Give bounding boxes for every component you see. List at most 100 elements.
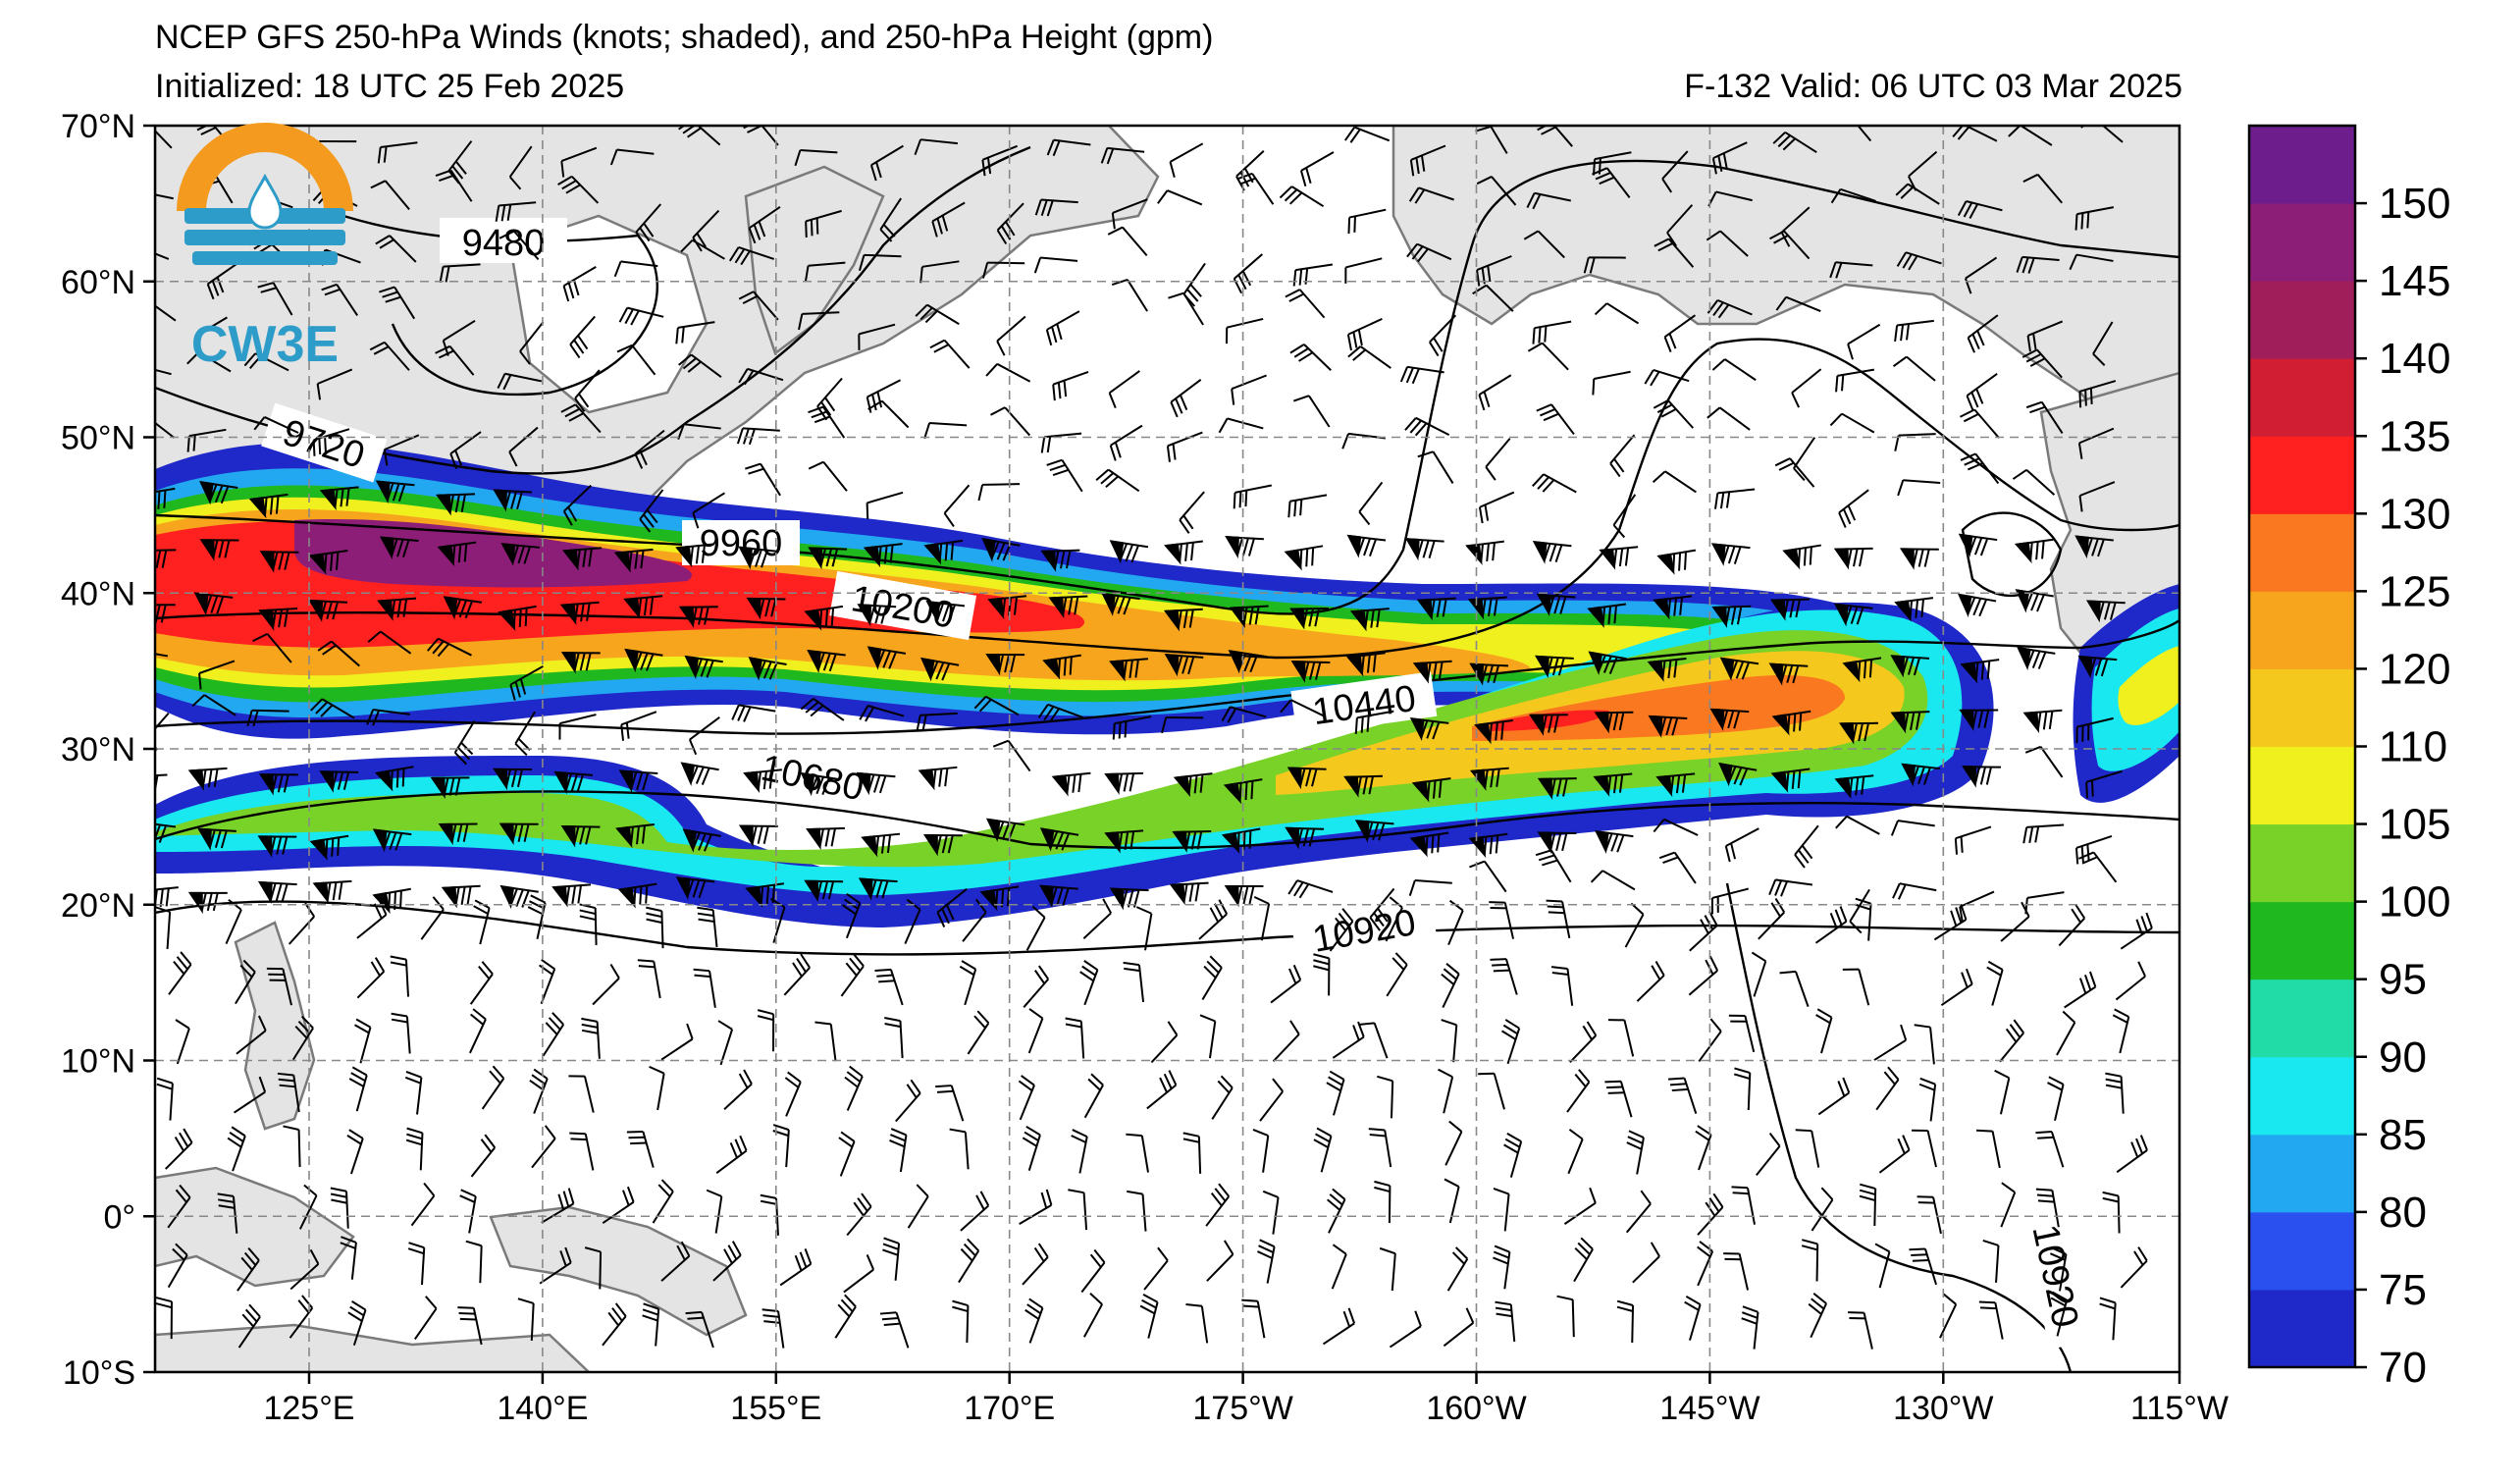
barb-feather (405, 1139, 423, 1146)
barb-flag (1768, 662, 1784, 686)
barb-feather (616, 344, 633, 353)
wind-barb (1833, 603, 1873, 627)
barb-feather (706, 1189, 722, 1197)
barb-staff (655, 1308, 660, 1347)
barb-staff (1898, 433, 1936, 437)
barb-feather (828, 654, 837, 672)
barb-feather (1980, 662, 1985, 680)
barb-feather (1302, 662, 1310, 680)
wind-barb (916, 712, 958, 732)
wind-barb (495, 201, 537, 222)
barb-feather (1233, 492, 1236, 509)
wind-barb (985, 654, 1025, 676)
barb-staff (599, 1251, 603, 1290)
wind-barb (2022, 709, 2063, 733)
wind-barb (1537, 831, 1577, 854)
barb-feather (639, 886, 643, 905)
barb-staff (1999, 1032, 2024, 1063)
barb-staff (879, 197, 902, 231)
wind-barb (2077, 851, 2118, 883)
wind-barb (1485, 438, 1511, 481)
wind-barb (167, 1184, 191, 1229)
barb-feather (1004, 654, 1011, 673)
wind-barb (1526, 191, 1571, 210)
barb-feather (1448, 1120, 1463, 1133)
barb-feather (492, 1065, 505, 1080)
barb-staff (712, 1254, 742, 1282)
barb-staff (1899, 882, 1937, 892)
wind-barb (1731, 1186, 1757, 1225)
barb-staff (779, 1262, 812, 1287)
colorbar-label: 100 (2379, 878, 2450, 927)
barb-feather (643, 222, 655, 238)
barb-feather (1896, 251, 1908, 267)
barb-feather (351, 1066, 368, 1077)
barb-staff (1141, 1193, 1147, 1232)
barb-staff (297, 1130, 301, 1168)
barb-feather (1405, 367, 1414, 384)
barb-feather (1910, 712, 1916, 731)
barb-feather (1293, 500, 1297, 517)
barb-feather (445, 266, 450, 283)
barb-feather (1442, 599, 1447, 617)
barb-feather (297, 1299, 310, 1314)
barb-feather (840, 1298, 854, 1313)
barb-staff (1385, 907, 1403, 942)
barb-feather (1159, 1077, 1168, 1093)
wind-barb (1107, 226, 1148, 257)
barb-feather (1377, 907, 1389, 923)
wind-barb (1386, 952, 1408, 997)
barb-staff (616, 148, 655, 155)
barb-feather (1028, 1008, 1044, 1020)
barb-feather (1363, 538, 1372, 556)
wind-barb (874, 968, 904, 1006)
barb-staff (1791, 368, 1822, 394)
barb-feather (1683, 552, 1688, 570)
barb-feather (2037, 1136, 2054, 1139)
wind-barb (1838, 489, 1869, 528)
barb-staff (336, 284, 358, 317)
wind-barb (1532, 320, 1572, 344)
barb-flag (738, 546, 754, 570)
barb-staff (1873, 1189, 1877, 1227)
barb-feather (2112, 1014, 2128, 1024)
barb-flag (1588, 651, 1603, 675)
wind-barb (437, 541, 477, 567)
wind-barb (779, 1248, 813, 1287)
barb-staff (2036, 348, 2063, 379)
barb-flag (1042, 658, 1061, 680)
wind-barb (291, 1015, 314, 1061)
barb-staff (2054, 1084, 2065, 1121)
barb-feather (1543, 543, 1551, 561)
barb-staff (1298, 289, 1326, 319)
barb-feather (1033, 1246, 1045, 1262)
barb-staff (1940, 982, 1973, 1007)
barb-feather (1538, 327, 1542, 344)
wind-barb (1791, 368, 1822, 408)
barb-feather (284, 609, 289, 627)
colorbar: 7075808590951001051101201251301351401451… (2247, 124, 2450, 1392)
barb-feather (2025, 650, 2035, 668)
lat-label: 70°N (61, 108, 135, 145)
barb-feather (1975, 388, 1984, 404)
barb-feather (375, 235, 391, 245)
wind-barb (370, 180, 410, 210)
wind-barb (838, 1131, 856, 1177)
barb-feather (866, 503, 869, 519)
barb-feather (1598, 655, 1606, 672)
wind-barb (1546, 899, 1571, 938)
barb-staff (1234, 253, 1263, 280)
barb-flag (1782, 548, 1801, 570)
barb-feather (1874, 1243, 1890, 1253)
barb-staff (1391, 1253, 1396, 1292)
barb-feather (1684, 1300, 1700, 1311)
barb-feather (580, 603, 585, 622)
wind-barb (562, 547, 602, 571)
wind-barb (973, 695, 1020, 716)
barb-feather (1711, 358, 1726, 371)
barb-feather (206, 892, 213, 912)
wind-barb (2105, 1072, 2125, 1114)
barb-feather (876, 391, 883, 408)
wind-barb (498, 605, 537, 631)
wind-barb (1045, 310, 1080, 346)
